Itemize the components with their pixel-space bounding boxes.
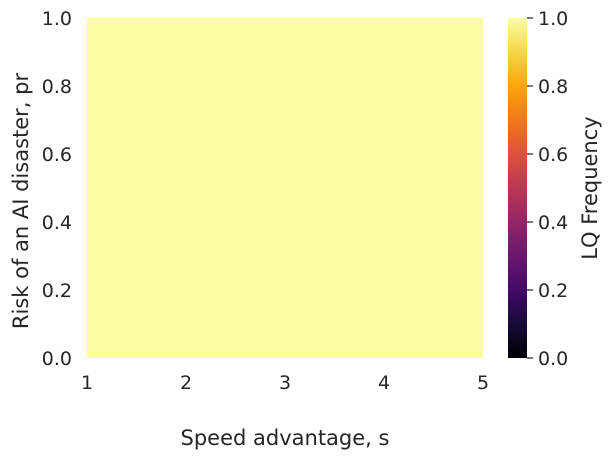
x-axis-ticks: 1 2 3 4 5 [81,372,489,394]
colorbar-gradient [508,18,527,358]
heatmap-area [87,18,483,358]
colorbar-label: LQ Frequency [578,116,602,259]
y-tick-label: 0.4 [42,212,72,234]
y-tick-label: 0.6 [42,144,72,166]
colorbar-tick-label: 0.0 [538,348,568,370]
colorbar-tick-label: 1.0 [538,8,568,30]
x-tick-label: 5 [477,372,489,394]
x-tick-label: 2 [180,372,192,394]
y-tick-label: 1.0 [42,8,72,30]
x-tick-label: 3 [279,372,291,394]
colorbar-tick-label: 0.2 [538,280,568,302]
heatmap-cell [87,18,483,358]
y-tick-label: 0.8 [42,76,72,98]
y-axis-label: Risk of an AI disaster, pr [9,73,33,330]
x-tick-label: 4 [378,372,390,394]
x-tick-label: 1 [81,372,93,394]
y-tick-label: 0.0 [42,348,72,370]
y-tick-label: 0.2 [42,280,72,302]
colorbar-tick-label: 0.8 [538,76,568,98]
x-axis-label: Speed advantage, s [181,426,390,450]
colorbar-tick-label: 0.4 [538,212,568,234]
colorbar-ticks: 0.0 0.2 0.4 0.6 0.8 1.0 [527,8,568,370]
y-axis-ticks: 0.0 0.2 0.4 0.6 0.8 1.0 [42,8,72,370]
colorbar-tick-label: 0.6 [538,144,568,166]
